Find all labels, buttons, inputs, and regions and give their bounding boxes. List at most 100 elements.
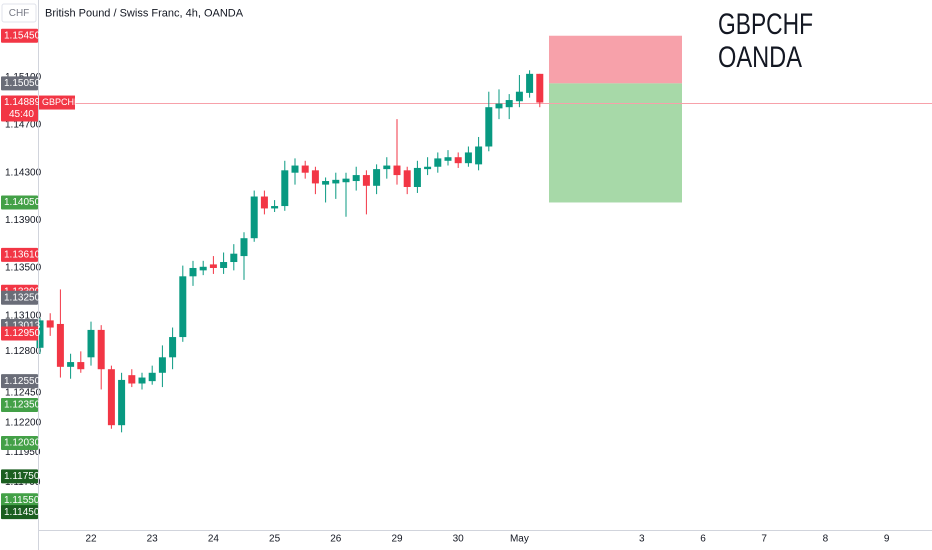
target-zone xyxy=(549,83,682,203)
candle-body xyxy=(209,264,217,268)
price-label-box xyxy=(1,436,38,451)
candle-body xyxy=(281,170,289,207)
candle-body xyxy=(199,266,207,271)
x-tick-label: 29 xyxy=(391,534,403,545)
candle-body xyxy=(240,238,248,257)
candle-body xyxy=(46,320,54,328)
price-label-box xyxy=(1,505,38,520)
price-label: 1.13013 xyxy=(4,321,41,332)
candle-body xyxy=(128,375,136,384)
x-tick-label: 7 xyxy=(761,534,767,545)
x-tick-label: 6 xyxy=(700,534,706,545)
price-label-box xyxy=(1,76,38,91)
price-label-box xyxy=(1,290,38,305)
x-tick-label: 30 xyxy=(453,534,465,545)
candle-body xyxy=(342,178,350,183)
price-label: 1.13250 xyxy=(4,292,41,303)
candle-body xyxy=(424,166,432,170)
candle-body xyxy=(291,165,299,173)
price-label: 1.15050 xyxy=(4,78,41,89)
candle-body xyxy=(260,196,268,209)
price-label-box xyxy=(1,469,38,484)
candle-body xyxy=(434,158,442,167)
symbol-tag: GBPCHF xyxy=(42,97,80,107)
y-tick-label: 1.13500 xyxy=(5,263,42,274)
x-tick-label: 22 xyxy=(85,534,97,545)
candle-body xyxy=(495,103,503,109)
candle-body xyxy=(138,377,146,384)
candle-body xyxy=(485,107,493,147)
annotation-line: GBPCHF xyxy=(718,8,813,41)
annotation-line: OANDA xyxy=(718,41,802,74)
x-tick-label: 9 xyxy=(884,534,890,545)
x-tick-label: 24 xyxy=(208,534,220,545)
candle-body xyxy=(107,369,115,426)
candle-body xyxy=(332,179,340,184)
candle-body xyxy=(464,152,472,164)
candle-body xyxy=(301,165,309,173)
candle-body xyxy=(271,206,279,209)
x-tick-label: 25 xyxy=(269,534,281,545)
y-tick-label: 1.12450 xyxy=(5,388,42,399)
y-tick-label: 1.12800 xyxy=(5,346,42,357)
candle-body xyxy=(56,323,64,367)
y-tick-label: 1.14700 xyxy=(5,120,42,131)
candle-body xyxy=(526,73,534,93)
candle-body xyxy=(413,167,421,187)
candle-body xyxy=(148,372,156,382)
candle-body xyxy=(77,362,85,370)
price-label: 1.12350 xyxy=(4,400,41,411)
candle-body xyxy=(97,329,105,370)
candle-body xyxy=(36,320,44,348)
candle-body xyxy=(505,100,513,108)
price-label-box xyxy=(1,493,38,508)
price-label-box xyxy=(1,374,38,389)
currency-box[interactable] xyxy=(1,3,37,23)
x-tick-label: 26 xyxy=(330,534,342,545)
x-tick-label: May xyxy=(510,534,529,545)
y-tick-label: 1.11950 xyxy=(5,447,41,458)
candle-body xyxy=(536,73,544,103)
candle-body xyxy=(373,169,381,186)
price-label: 1.12550 xyxy=(4,376,41,387)
x-tick-label: 23 xyxy=(147,534,159,545)
candle-body xyxy=(158,357,166,373)
candle-body xyxy=(383,165,391,170)
candle-body xyxy=(475,146,483,165)
price-label: 1.11750 xyxy=(4,471,40,482)
price-label-box xyxy=(1,95,38,122)
chart-title: British Pound / Swiss Franc, 4h, OANDA xyxy=(45,7,244,19)
price-label-box xyxy=(1,247,38,262)
candle-body xyxy=(362,175,370,186)
price-label-box xyxy=(1,28,38,43)
y-tick-label: 1.14300 xyxy=(5,167,42,178)
candle-body xyxy=(179,276,187,338)
candle-body xyxy=(230,253,238,263)
price-label: 1.14050 xyxy=(4,197,41,208)
candle-body xyxy=(189,267,197,277)
candle-body xyxy=(322,181,330,185)
x-tick-label: 8 xyxy=(823,534,829,545)
x-tick-label: 3 xyxy=(639,534,645,545)
candle-body xyxy=(169,337,177,358)
price-label: 1.11450 xyxy=(4,507,40,518)
y-tick-label: 1.13100 xyxy=(5,310,42,321)
candle-body xyxy=(393,165,401,176)
candle-body xyxy=(311,170,319,184)
price-label: 1.14889 xyxy=(4,97,41,108)
candle-body xyxy=(352,175,360,182)
price-label: 1.12030 xyxy=(4,438,41,449)
candle-body xyxy=(118,379,126,426)
price-label: 1.11550 xyxy=(4,495,40,506)
candle-body xyxy=(454,157,462,164)
price-label: 1.12950 xyxy=(4,328,41,339)
currency: CHF xyxy=(9,8,30,19)
y-tick-label: 1.12200 xyxy=(5,417,42,428)
candle-body xyxy=(444,157,452,161)
price-label-box xyxy=(1,397,38,412)
candle-body xyxy=(67,362,75,367)
price-label-box xyxy=(1,326,38,341)
